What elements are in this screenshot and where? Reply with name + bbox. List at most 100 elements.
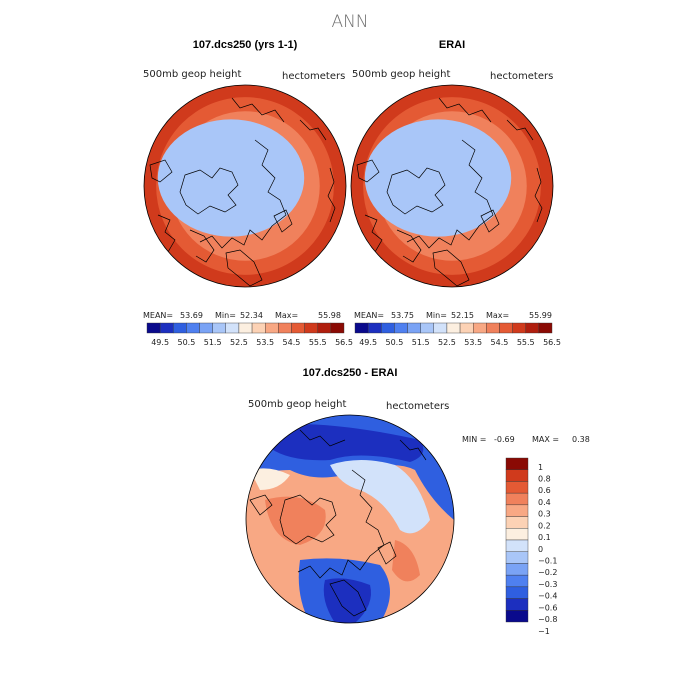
diff-colorbar-swatch (505, 469, 529, 482)
diff-positive-core-east (392, 540, 420, 582)
colorbar-tick-label: 53.5 (256, 338, 274, 347)
diff-colorbar-swatch (505, 516, 529, 529)
colorbar-tick-label: 53.5 (464, 338, 482, 347)
right-max-label: Max= (486, 311, 509, 320)
left-map-border (143, 84, 347, 288)
colorbar-swatch (265, 322, 279, 334)
diff-colorbar-tick-label: 0.6 (538, 486, 551, 495)
colorbar-swatch (238, 322, 253, 334)
colorbar-swatch (381, 322, 395, 334)
right-panel-units-label: hectometers (490, 71, 553, 82)
colorbar-swatch (538, 322, 553, 334)
diff-colorbar-swatch (505, 563, 529, 576)
diff-colorbar-swatch (505, 528, 529, 541)
colorbar-swatch (486, 322, 500, 334)
colorbar-swatch (317, 322, 332, 334)
diff-colorbar-tick-label: −0.3 (538, 580, 557, 589)
colorbar-swatch (420, 322, 434, 334)
difference-map-border (245, 414, 455, 624)
colorbar-swatch (512, 322, 526, 334)
difference-min-value: -0.69 (494, 435, 515, 444)
diff-colorbar-swatch (505, 504, 529, 517)
colorbar-tick-label: 55.5 (309, 338, 327, 347)
diff-positive-core-west (265, 496, 326, 545)
left-map-coastlines (149, 97, 336, 287)
colorbar-tick-label: 50.5 (385, 338, 403, 347)
right-map-border (350, 84, 554, 288)
colorbar-tick-label: 51.5 (412, 338, 430, 347)
difference-max-label: MAX = (532, 435, 559, 444)
left-max-label: Max= (275, 311, 298, 320)
diff-colorbar-swatch (505, 574, 529, 588)
left-mean-value: 53.69 (180, 311, 203, 320)
diff-strong-negative-band (270, 424, 424, 462)
right-panel-variable-label: 500mb geop height (352, 69, 450, 80)
difference-units-label: hectometers (386, 401, 449, 412)
colorbar-swatch (251, 322, 266, 334)
colorbar-swatch (291, 322, 305, 334)
difference-colorbar: 1 0.8 0.6 0.4 0.3 0.2 0.1 0 −0.1 −0.2 −0.3 −0.4 −0.6… (505, 457, 557, 636)
diff-colorbar-swatch (505, 457, 529, 470)
colorbar-swatch (186, 322, 200, 334)
field-level-5 (157, 119, 305, 237)
figure-title: ANN (331, 12, 368, 32)
colorbar-tick-label: 55.5 (517, 338, 535, 347)
left-polar-map (144, 85, 346, 287)
colorbar-swatch (354, 322, 369, 334)
diff-colorbar-tick-label: −1 (538, 627, 550, 636)
diff-colorbar-tick-label: 0.4 (538, 498, 551, 507)
colorbar-swatch (159, 322, 174, 334)
difference-polar-map (246, 415, 454, 623)
right-panel-title: ERAI (439, 39, 465, 51)
difference-variable-label: 500mb geop height (248, 399, 346, 410)
diff-colorbar-tick-label: 0 (538, 545, 543, 554)
diff-colorbar-swatch (505, 598, 529, 611)
colorbar-swatch (473, 322, 487, 334)
colorbar-tick-label: 54.5 (491, 338, 509, 347)
right-min-value: 52.15 (451, 311, 474, 320)
colorbar-tick-label: 49.5 (359, 338, 377, 347)
right-min-label: Min= (426, 311, 447, 320)
diff-near-zero-patch (250, 468, 290, 490)
colorbar-swatch (433, 322, 448, 334)
field-level-5 (364, 119, 512, 237)
right-mean-label: MEAN= (354, 311, 384, 320)
colorbar-swatch (525, 322, 540, 334)
colorbar-tick-label: 50.5 (177, 338, 195, 347)
left-panel-units-label: hectometers (282, 71, 345, 82)
diff-colorbar-tick-label: −0.8 (538, 615, 557, 624)
colorbar-swatch (446, 322, 461, 334)
diff-colorbar-swatch (505, 481, 529, 494)
colorbar-swatch (367, 322, 382, 334)
left-mean-label: MEAN= (143, 311, 173, 320)
colorbar-swatch (304, 322, 318, 334)
diff-colorbar-swatch (505, 539, 529, 552)
colorbar-swatch (499, 322, 513, 334)
diff-colorbar-tick-label: 0.2 (538, 521, 551, 530)
colorbar-swatch (146, 322, 161, 334)
right-colorbar: 49.5 50.5 51.5 52.5 53.5 54.5 55.5 56.5 (354, 322, 561, 347)
colorbar-tick-label: 52.5 (230, 338, 248, 347)
diff-colorbar-swatch (505, 586, 529, 599)
right-mean-value: 53.75 (391, 311, 414, 320)
diff-colorbar-swatch (505, 492, 529, 506)
left-min-label: Min= (215, 311, 236, 320)
colorbar-tick-label: 54.5 (283, 338, 301, 347)
left-min-value: 52.34 (240, 311, 263, 320)
colorbar-swatch (212, 322, 227, 334)
colorbar-swatch (459, 322, 474, 334)
diff-colorbar-tick-label: 1 (538, 463, 543, 472)
diff-weak-negative-region (330, 460, 430, 534)
diff-colorbar-tick-label: −0.2 (538, 568, 557, 577)
difference-min-label: MIN = (462, 435, 487, 444)
colorbar-swatch (407, 322, 421, 334)
diff-colorbar-tick-label: 0.8 (538, 475, 551, 484)
diff-colorbar-swatch (505, 551, 529, 564)
colorbar-swatch (225, 322, 240, 334)
colorbar-tick-label: 49.5 (151, 338, 169, 347)
diff-colorbar-tick-label: 0.1 (538, 533, 551, 542)
diff-colorbar-swatch (505, 610, 529, 623)
diff-colorbar-tick-label: 0.3 (538, 510, 551, 519)
colorbar-swatch (394, 322, 408, 334)
